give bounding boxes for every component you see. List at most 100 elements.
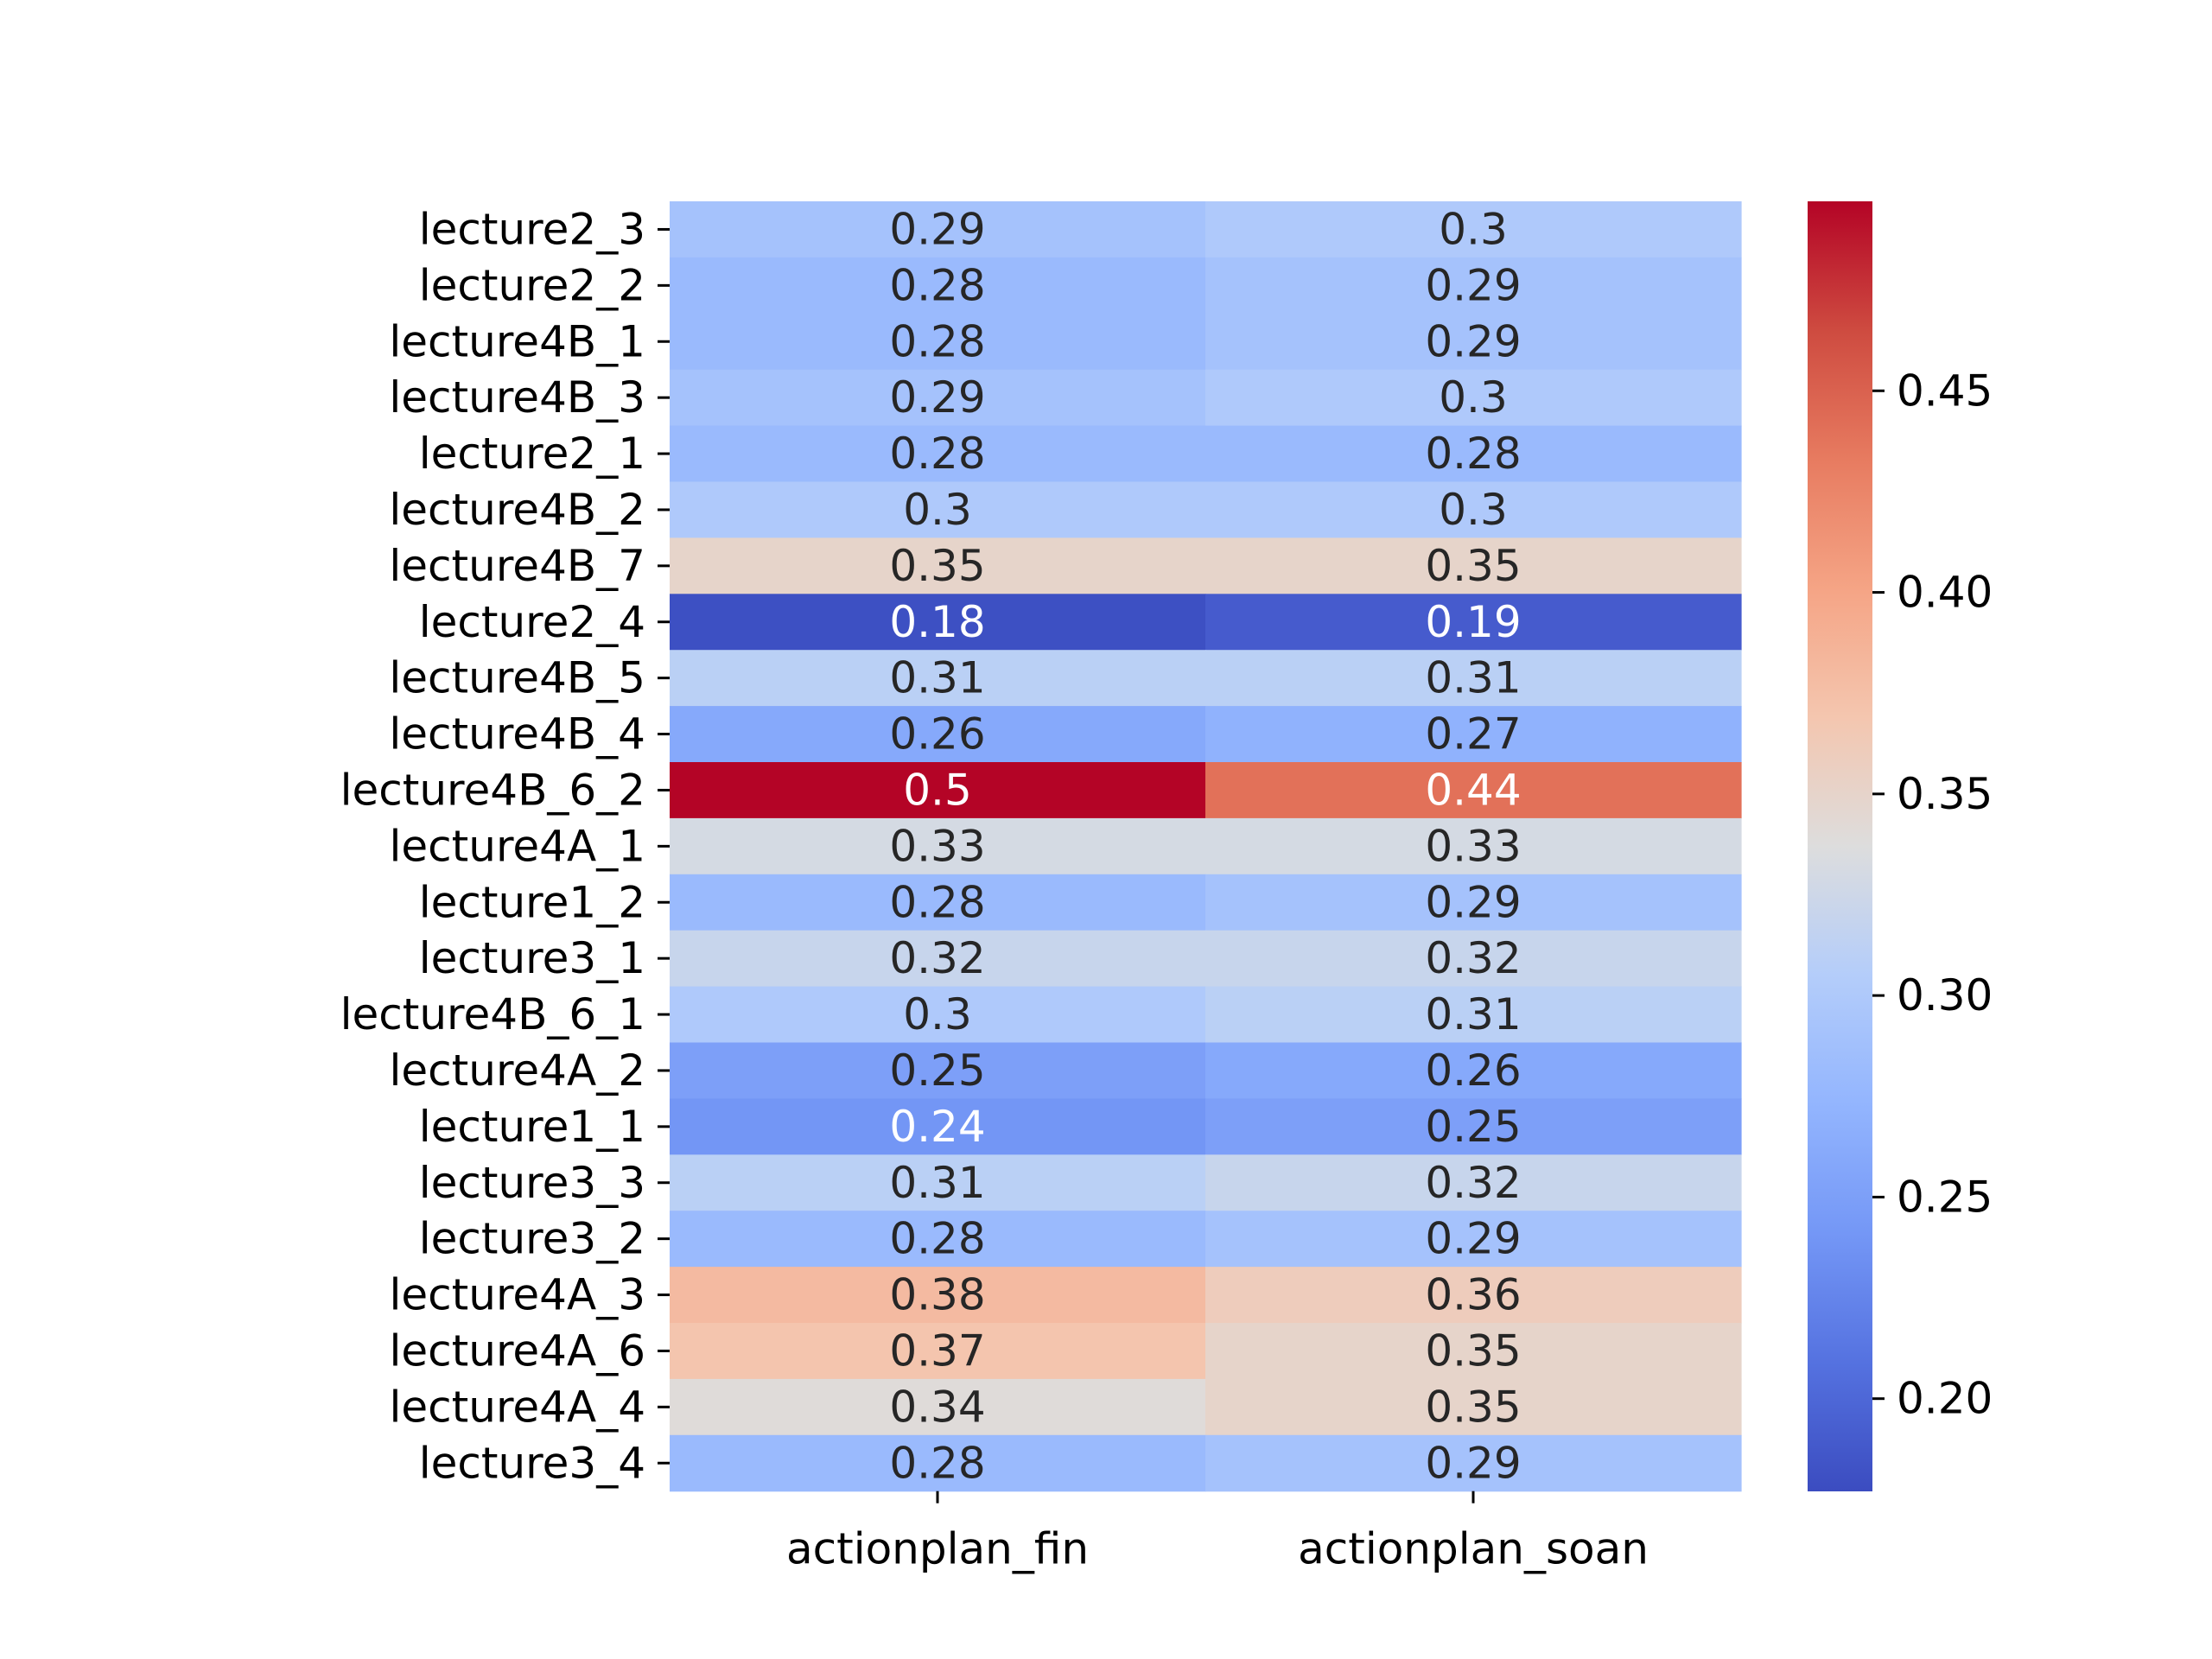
cell-annotation: 0.37 <box>889 1325 985 1376</box>
heatmap-cell-lecture3_3-actionplan_soan <box>1205 1154 1742 1211</box>
heatmap-cell-lecture3_2-actionplan_soan <box>1205 1211 1742 1268</box>
cell-annotation: 0.26 <box>1425 1046 1521 1096</box>
heatmap-cell-lecture4B_6_1-actionplan_fin <box>670 986 1206 1044</box>
heatmap-cell-lecture4B_1-actionplan_soan <box>1205 313 1742 371</box>
heatmap-cell-lecture4B_5-actionplan_soan <box>1205 650 1742 707</box>
heatmap-cell-lecture2_4-actionplan_fin <box>670 594 1206 651</box>
y-tick-label: lecture2_4 <box>419 597 645 647</box>
heatmap-cell-lecture2_1-actionplan_fin <box>670 425 1206 483</box>
heatmap-cell-lecture3_4-actionplan_soan <box>1205 1434 1742 1492</box>
y-tick-label: lecture4B_5 <box>389 653 645 703</box>
heatmap-cell-lecture4A_2-actionplan_soan <box>1205 1042 1742 1099</box>
y-tick-label: lecture4A_6 <box>390 1325 645 1376</box>
cell-annotation: 0.29 <box>889 372 985 423</box>
colorbar-tick-label: 0.45 <box>1897 365 1993 416</box>
cell-annotation: 0.28 <box>1425 429 1521 479</box>
cell-annotation: 0.31 <box>889 1158 985 1208</box>
heatmap-cell-lecture4B_3-actionplan_soan <box>1205 369 1742 427</box>
cell-annotation: 0.31 <box>1425 989 1521 1039</box>
cell-annotation: 0.19 <box>1425 597 1521 647</box>
y-tick-label: lecture1_1 <box>419 1102 645 1152</box>
cell-annotation: 0.5 <box>903 765 972 815</box>
heatmap-cell-lecture4B_4-actionplan_fin <box>670 706 1206 763</box>
heatmap-cell-lecture1_1-actionplan_fin <box>670 1098 1206 1155</box>
heatmap-cell-lecture2_2-actionplan_soan <box>1205 257 1742 315</box>
cell-annotation: 0.35 <box>1425 1325 1521 1376</box>
cell-annotation: 0.28 <box>889 877 985 927</box>
cell-annotation: 0.33 <box>1425 821 1521 871</box>
heatmap-cell-lecture4A_1-actionplan_fin <box>670 817 1206 875</box>
heatmap-cell-lecture4B_7-actionplan_soan <box>1205 537 1742 594</box>
heatmap-cell-lecture3_3-actionplan_fin <box>670 1154 1206 1211</box>
x-tick-label: actionplan_soan <box>1298 1524 1649 1574</box>
heatmap-cell-lecture2_3-actionplan_soan <box>1205 201 1742 258</box>
y-tick-label: lecture3_4 <box>419 1438 645 1488</box>
heatmap-cell-lecture4A_4-actionplan_soan <box>1205 1378 1742 1436</box>
heatmap-cell-lecture3_1-actionplan_soan <box>1205 930 1742 988</box>
heatmap-cell-lecture4B_6_1-actionplan_soan <box>1205 986 1742 1044</box>
heatmap-cell-lecture3_2-actionplan_fin <box>670 1211 1206 1268</box>
y-tick-label: lecture4B_6_1 <box>340 989 645 1039</box>
heatmap-cell-lecture1_2-actionplan_fin <box>670 874 1206 931</box>
cell-annotation: 0.3 <box>1439 372 1508 423</box>
heatmap-cell-lecture4B_6_2-actionplan_soan <box>1205 762 1742 819</box>
y-tick-label: lecture2_3 <box>419 204 645 254</box>
heatmap-cells <box>670 201 1742 1492</box>
cell-annotation: 0.28 <box>889 1214 985 1264</box>
y-tick-label: lecture2_2 <box>419 260 645 310</box>
cell-annotation: 0.29 <box>1425 877 1521 927</box>
heatmap-cell-lecture4A_1-actionplan_soan <box>1205 817 1742 875</box>
heatmap-cell-lecture4A_4-actionplan_fin <box>670 1378 1206 1436</box>
y-tick-label: lecture4B_7 <box>389 541 645 591</box>
colorbar-tick-label: 0.35 <box>1897 769 1993 819</box>
cell-annotation: 0.29 <box>1425 1438 1521 1488</box>
cell-annotation: 0.28 <box>889 316 985 366</box>
cell-annotation: 0.28 <box>889 1438 985 1488</box>
heatmap-cell-lecture1_2-actionplan_soan <box>1205 874 1742 931</box>
colorbar-tick-label: 0.25 <box>1897 1172 1993 1222</box>
heatmap-cell-lecture4B_1-actionplan_fin <box>670 313 1206 371</box>
heatmap-cell-lecture4B_7-actionplan_fin <box>670 537 1206 594</box>
heatmap-cell-lecture4A_2-actionplan_fin <box>670 1042 1206 1099</box>
cell-annotation: 0.25 <box>889 1046 985 1096</box>
heatmap-cell-lecture2_4-actionplan_soan <box>1205 594 1742 651</box>
cell-annotation: 0.3 <box>1439 204 1508 254</box>
heatmap-cell-lecture1_1-actionplan_soan <box>1205 1098 1742 1155</box>
cell-annotation: 0.3 <box>903 989 972 1039</box>
cell-annotation: 0.38 <box>889 1270 985 1320</box>
cell-annotation: 0.29 <box>1425 1214 1521 1264</box>
cell-annotation: 0.29 <box>889 204 985 254</box>
x-axis: actionplan_fin actionplan_soan <box>786 1491 1649 1574</box>
heatmap-cell-lecture4A_3-actionplan_fin <box>670 1267 1206 1324</box>
y-tick-label: lecture4A_2 <box>390 1046 645 1096</box>
cell-annotation: 0.35 <box>1425 1382 1521 1432</box>
y-tick-label: lecture4B_2 <box>389 485 645 535</box>
cell-annotations: 0.29 0.3 0.28 0.29 0.28 0.29 0.29 0.3 0.28 0.28 0.… <box>889 204 1521 1488</box>
cell-annotation: 0.31 <box>889 653 985 703</box>
cell-annotation: 0.31 <box>1425 653 1521 703</box>
heatmap-cell-lecture4B_6_2-actionplan_fin <box>670 762 1206 819</box>
heatmap-cell-lecture2_3-actionplan_fin <box>670 201 1206 258</box>
heatmap-cell-lecture4B_2-actionplan_soan <box>1205 481 1742 538</box>
cell-annotation: 0.33 <box>889 821 985 871</box>
y-tick-label: lecture3_3 <box>419 1158 645 1208</box>
y-tick-label: lecture4B_1 <box>389 316 645 366</box>
y-tick-label: lecture4A_1 <box>390 821 645 871</box>
heatmap-cell-lecture4A_3-actionplan_soan <box>1205 1267 1742 1324</box>
y-tick-label: lecture4B_6_2 <box>340 765 645 815</box>
cell-annotation: 0.29 <box>1425 316 1521 366</box>
cell-annotation: 0.34 <box>889 1382 985 1432</box>
y-tick-label: lecture1_2 <box>419 877 645 927</box>
y-tick-label: lecture4A_3 <box>390 1270 645 1320</box>
y-tick-label: lecture2_1 <box>419 429 645 479</box>
heatmap-cell-lecture2_1-actionplan_soan <box>1205 425 1742 483</box>
heatmap-cell-lecture4A_6-actionplan_soan <box>1205 1323 1742 1380</box>
y-tick-label: lecture3_1 <box>419 933 645 983</box>
colorbar: 0.20 0.25 0.30 0.35 0.40 0.45 <box>1808 201 1993 1491</box>
cell-annotation: 0.18 <box>889 597 985 647</box>
colorbar-tick-label: 0.40 <box>1897 568 1993 618</box>
cell-annotation: 0.32 <box>889 933 985 983</box>
y-tick-label: lecture4B_4 <box>389 709 645 760</box>
y-tick-label: lecture3_2 <box>419 1214 645 1264</box>
